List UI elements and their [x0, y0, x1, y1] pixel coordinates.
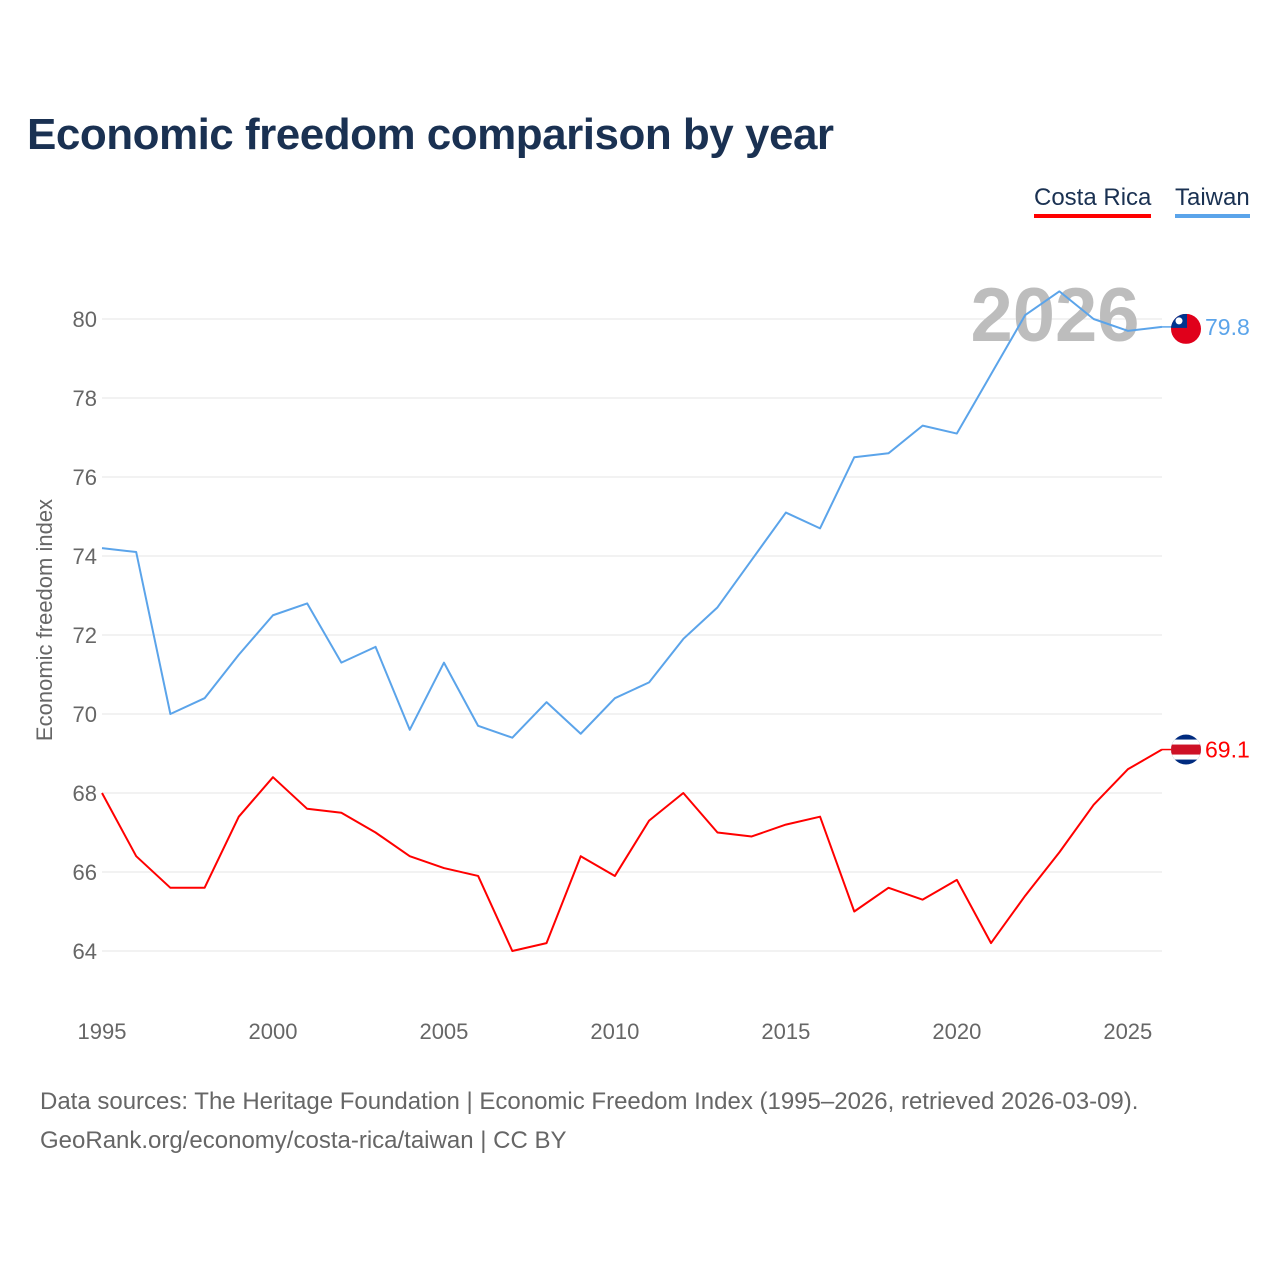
x-tick-label: 2005 — [419, 1019, 468, 1044]
flag-body — [1171, 734, 1201, 765]
x-tick-label: 2000 — [248, 1019, 297, 1044]
y-axis-label: Economic freedom index — [32, 499, 57, 741]
y-tick-label: 72 — [73, 623, 97, 648]
flag-taiwan-icon — [1171, 313, 1201, 344]
legend-taiwan[interactable]: Taiwan — [1175, 184, 1250, 218]
end-value-label-taiwan: 79.8 — [1205, 314, 1250, 340]
y-tick-label: 66 — [73, 860, 97, 885]
y-tick-label: 78 — [73, 386, 97, 411]
x-tick-label: 1995 — [78, 1019, 127, 1044]
y-tick-label: 76 — [73, 465, 97, 490]
x-tick-label: 2020 — [932, 1019, 981, 1044]
y-tick-label: 68 — [73, 781, 97, 806]
data-sources: Data sources: The Heritage Foundation | … — [40, 1088, 1139, 1115]
x-tick-label: 2015 — [761, 1019, 810, 1044]
flag-red — [1171, 744, 1201, 755]
series-line-costa-rica — [101, 748, 1163, 952]
legend-costa-rica[interactable]: Costa Rica — [1034, 184, 1152, 218]
series-line-taiwan — [101, 290, 1163, 739]
y-tick-label: 64 — [73, 939, 97, 964]
flag-sun — [1175, 317, 1183, 325]
end-value-label-costa-rica: 69.1 — [1205, 737, 1250, 763]
current-year-watermark: 2026 — [970, 273, 1139, 358]
flag-body — [1171, 313, 1201, 344]
y-tick-label: 74 — [73, 544, 97, 569]
y-tick-label: 70 — [73, 702, 97, 727]
chart-title: Economic freedom comparison by year — [27, 110, 834, 159]
y-tick-label: 80 — [73, 307, 97, 332]
x-tick-label: 2025 — [1103, 1019, 1152, 1044]
x-tick-label: 2010 — [590, 1019, 639, 1044]
credit: GeoRank.org/economy/costa-rica/taiwan | … — [40, 1127, 567, 1154]
flag-costa-rica-icon — [1171, 734, 1201, 765]
